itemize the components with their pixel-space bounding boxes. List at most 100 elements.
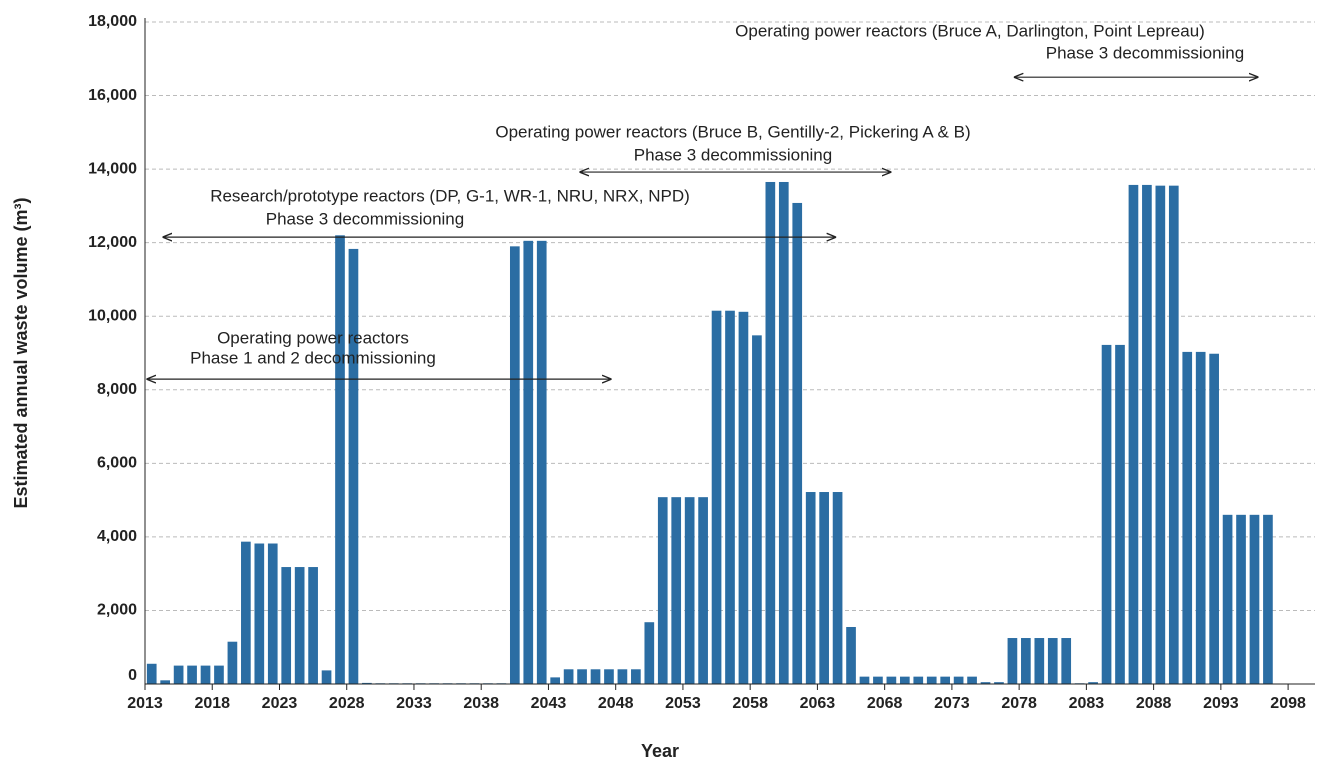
annotation-text: Phase 1 and 2 decommissioning xyxy=(190,348,436,367)
bar xyxy=(550,677,561,684)
x-tick-label: 2018 xyxy=(194,695,230,712)
bar xyxy=(819,492,829,684)
bar xyxy=(1263,514,1273,684)
bar xyxy=(1034,638,1045,684)
bar xyxy=(644,622,655,684)
bar xyxy=(173,665,184,684)
x-tick-label: 2088 xyxy=(1136,695,1172,712)
bar xyxy=(1195,351,1206,684)
x-tick-label: 2093 xyxy=(1203,695,1239,712)
x-tick-label: 2053 xyxy=(665,695,701,712)
bar xyxy=(886,676,897,684)
bar xyxy=(254,543,265,684)
y-tick-label: 18,000 xyxy=(88,13,137,30)
bar xyxy=(563,669,574,684)
x-tick-label: 2068 xyxy=(867,695,903,712)
y-tick-label: 4,000 xyxy=(97,528,137,545)
bar xyxy=(805,492,816,684)
bar xyxy=(1115,344,1125,684)
x-tick-label: 2058 xyxy=(732,695,768,712)
x-tick-label: 2063 xyxy=(800,695,836,712)
y-tick-label: 2,000 xyxy=(97,602,137,619)
bar xyxy=(187,665,197,684)
bar xyxy=(1236,514,1246,684)
bar xyxy=(631,669,641,684)
bar xyxy=(294,567,305,684)
x-tick-label: 2028 xyxy=(329,695,365,712)
y-tick-label: 14,000 xyxy=(88,160,137,177)
bar xyxy=(590,669,601,684)
bar xyxy=(940,676,951,684)
y-tick-label: 6,000 xyxy=(97,455,137,472)
y-tick-label: 8,000 xyxy=(97,381,137,398)
bar xyxy=(994,682,1004,684)
bar xyxy=(1142,184,1152,685)
bar xyxy=(671,497,682,684)
annotation-text: Research/prototype reactors (DP, G-1, WR… xyxy=(210,186,690,205)
y-tick-label: 10,000 xyxy=(88,307,137,324)
bar xyxy=(899,676,910,684)
bar xyxy=(792,202,803,685)
bar xyxy=(617,669,628,684)
x-tick-label: 2083 xyxy=(1069,695,1105,712)
bar xyxy=(308,567,318,684)
bar xyxy=(523,240,534,685)
bar xyxy=(980,682,991,684)
annotation-text: Phase 3 decommissioning xyxy=(634,145,832,164)
bar xyxy=(321,670,332,684)
bar xyxy=(200,665,211,684)
bar xyxy=(913,676,924,684)
annotation-text: Operating power reactors (Bruce B, Genti… xyxy=(495,122,970,141)
x-tick-label: 2023 xyxy=(262,695,298,712)
bar xyxy=(335,235,345,685)
bar xyxy=(967,676,977,684)
bar xyxy=(738,311,749,684)
bar xyxy=(1021,638,1031,684)
y-tick-label: 16,000 xyxy=(88,87,137,104)
bar xyxy=(1047,638,1058,684)
bar xyxy=(657,497,668,684)
bar xyxy=(1249,514,1260,684)
bar xyxy=(267,543,278,684)
bar xyxy=(953,676,964,684)
bar xyxy=(684,497,695,684)
bar xyxy=(1209,353,1219,684)
x-tick-label: 2078 xyxy=(1001,695,1037,712)
bar xyxy=(1168,185,1179,684)
bar xyxy=(926,676,937,684)
annotation-text: Operating power reactors (Bruce A, Darli… xyxy=(735,21,1205,40)
y-tick-label: 12,000 xyxy=(88,234,137,251)
bar xyxy=(1088,682,1098,684)
x-tick-label: 2043 xyxy=(531,695,567,712)
bar xyxy=(752,335,762,684)
bar xyxy=(1061,638,1072,684)
bar xyxy=(348,248,359,684)
bar xyxy=(536,240,547,685)
y-tick-label: 0 xyxy=(128,667,137,684)
bar xyxy=(214,665,224,684)
bar xyxy=(362,682,372,684)
bar xyxy=(1155,185,1166,684)
annotation-text: Phase 3 decommissioning xyxy=(266,209,464,228)
bar xyxy=(859,676,870,684)
bar xyxy=(1128,184,1139,685)
x-tick-label: 2038 xyxy=(463,695,499,712)
bar xyxy=(227,641,238,684)
x-tick-label: 2098 xyxy=(1270,695,1306,712)
bar xyxy=(1222,514,1233,684)
bar xyxy=(778,181,789,684)
x-tick-label: 2073 xyxy=(934,695,970,712)
bar xyxy=(725,310,735,684)
x-axis-label: Year xyxy=(641,741,679,761)
annotation-text: Phase 3 decommissioning xyxy=(1046,43,1244,62)
bar xyxy=(146,663,157,684)
x-tick-label: 2013 xyxy=(127,695,163,712)
x-tick-label: 2048 xyxy=(598,695,634,712)
y-axis-label: Estimated annual waste volume (m³) xyxy=(11,197,31,508)
annotation-text: Operating power reactors xyxy=(217,328,409,347)
bar xyxy=(711,310,722,684)
x-tick-label: 2033 xyxy=(396,695,432,712)
bar xyxy=(1101,344,1112,684)
bar xyxy=(873,676,883,684)
